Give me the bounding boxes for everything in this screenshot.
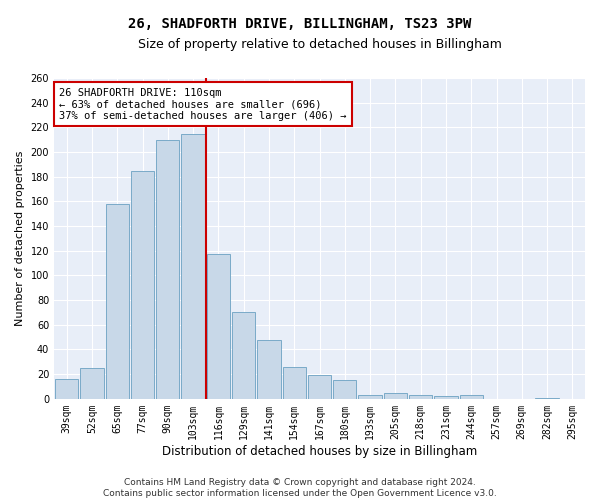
Bar	[207, 254, 230, 399]
Bar	[232, 312, 256, 399]
X-axis label: Distribution of detached houses by size in Billingham: Distribution of detached houses by size …	[162, 444, 477, 458]
Y-axis label: Number of detached properties: Number of detached properties	[15, 151, 25, 326]
Bar	[80, 368, 104, 399]
Bar	[257, 340, 281, 399]
Bar	[333, 380, 356, 399]
Bar	[434, 396, 458, 399]
Bar	[384, 392, 407, 399]
Bar	[181, 134, 205, 399]
Bar	[409, 395, 432, 399]
Text: 26 SHADFORTH DRIVE: 110sqm
← 63% of detached houses are smaller (696)
37% of sem: 26 SHADFORTH DRIVE: 110sqm ← 63% of deta…	[59, 88, 347, 121]
Bar	[535, 398, 559, 399]
Bar	[106, 204, 129, 399]
Bar	[131, 170, 154, 399]
Title: Size of property relative to detached houses in Billingham: Size of property relative to detached ho…	[137, 38, 502, 51]
Text: Contains HM Land Registry data © Crown copyright and database right 2024.
Contai: Contains HM Land Registry data © Crown c…	[103, 478, 497, 498]
Bar	[358, 395, 382, 399]
Text: 26, SHADFORTH DRIVE, BILLINGHAM, TS23 3PW: 26, SHADFORTH DRIVE, BILLINGHAM, TS23 3P…	[128, 18, 472, 32]
Bar	[156, 140, 179, 399]
Bar	[283, 367, 306, 399]
Bar	[460, 395, 483, 399]
Bar	[55, 379, 79, 399]
Bar	[308, 376, 331, 399]
